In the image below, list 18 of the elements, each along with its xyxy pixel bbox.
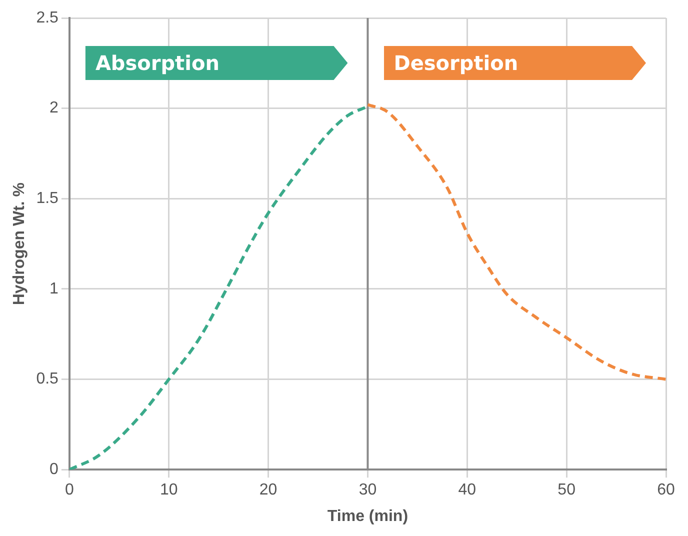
- x-tick-label: 30: [358, 482, 377, 499]
- arrow-label: Desorption: [384, 46, 646, 80]
- x-tick-label: 60: [657, 482, 675, 499]
- y-tick-label: 2.5: [36, 9, 59, 26]
- arrow-label: Absorption: [85, 46, 348, 80]
- y-tick-label: 0.5: [36, 370, 59, 388]
- y-tick-label: 0: [50, 461, 59, 478]
- x-tick-label: 40: [458, 482, 476, 499]
- x-tick-label: 0: [64, 482, 74, 499]
- y-axis-title: Hydrogen Wt. %: [11, 182, 28, 306]
- x-axis-title: Time (min): [327, 508, 408, 525]
- y-tick-label: 2: [50, 100, 59, 117]
- x-tick-label: 20: [259, 482, 278, 499]
- y-tick-label: 1.5: [36, 190, 59, 208]
- y-tick-label: 1: [50, 280, 59, 298]
- line-series: [366, 103, 666, 381]
- x-tick-label: 10: [160, 482, 178, 499]
- x-tick-label: 50: [558, 482, 576, 499]
